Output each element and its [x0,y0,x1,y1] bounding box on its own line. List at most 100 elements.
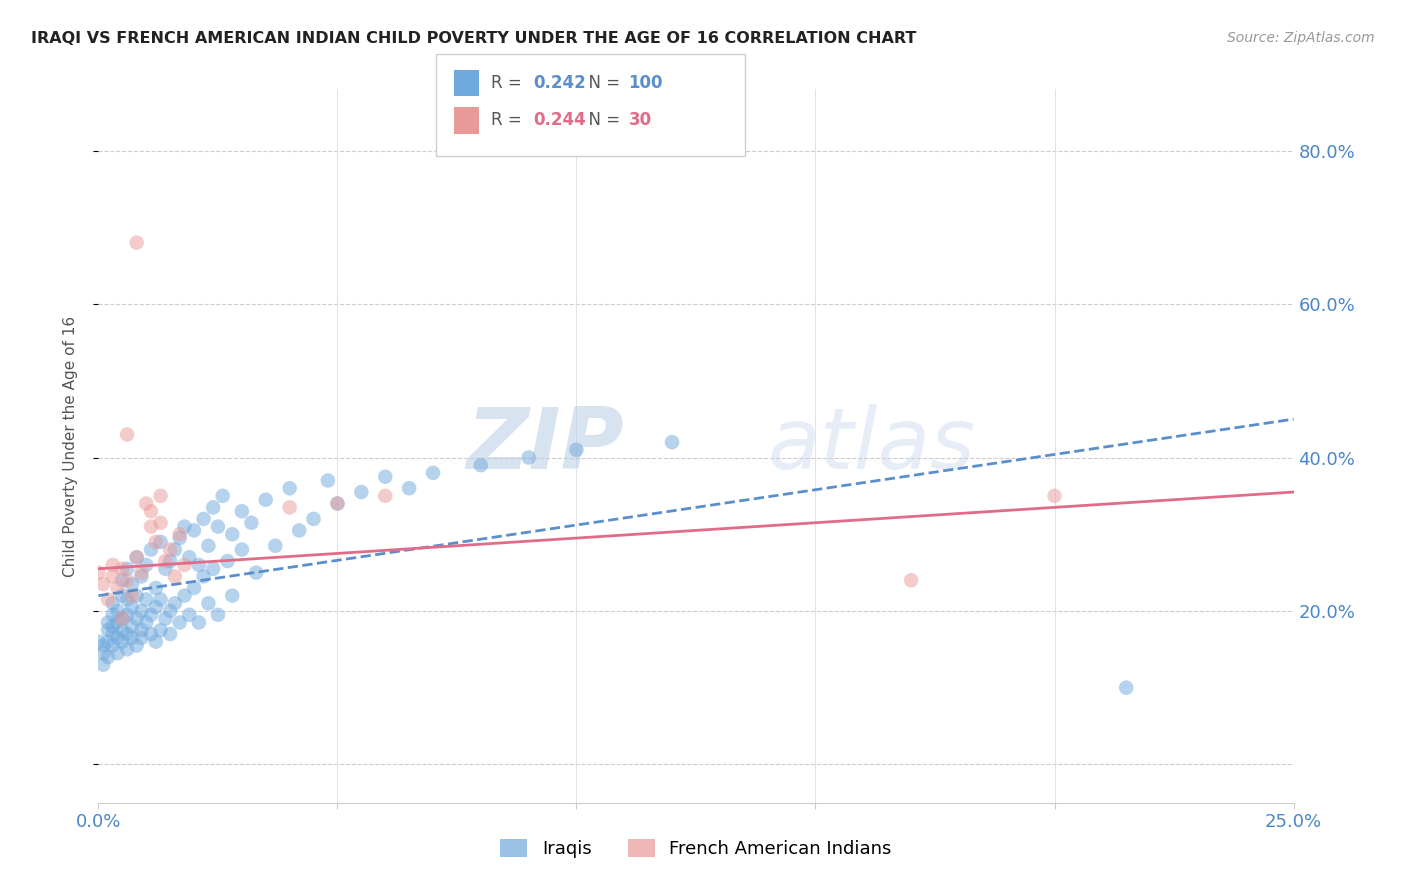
Point [97,650,120,665]
Point [169,531,191,545]
Point [111,612,134,626]
Point [131,631,153,645]
Point [115,642,138,657]
Text: atlas: atlas [768,404,976,488]
Point [231,504,253,518]
Point [197,539,219,553]
Y-axis label: Child Poverty Under the Age of 16: Child Poverty Under the Age of 16 [63,316,77,576]
Point [316,474,339,488]
Point [91,657,114,672]
Point [115,574,138,588]
Point [264,539,287,553]
Point [173,519,195,533]
Point [245,566,267,580]
Point [111,634,134,648]
Point [97,623,120,637]
Point [115,627,138,641]
Text: N =: N = [578,74,626,92]
Point [159,554,181,568]
Text: 100: 100 [628,74,664,92]
Point [97,615,120,630]
Point [135,558,157,572]
Text: 30: 30 [628,112,651,129]
Point [91,577,114,591]
Point [374,469,396,483]
Point [131,604,153,618]
Point [187,615,209,630]
Point [111,623,134,637]
Point [125,589,148,603]
Text: IRAQI VS FRENCH AMERICAN INDIAN CHILD POVERTY UNDER THE AGE OF 16 CORRELATION CH: IRAQI VS FRENCH AMERICAN INDIAN CHILD PO… [31,31,917,46]
Point [900,574,922,588]
Point [398,481,420,495]
Point [125,550,148,565]
Point [135,497,157,511]
Point [422,466,444,480]
Point [155,562,177,576]
Point [101,627,124,641]
Point [207,607,229,622]
Point [121,589,143,603]
Point [115,562,138,576]
Point [125,639,148,653]
Point [107,646,129,660]
Point [139,627,162,641]
Point [145,535,167,549]
Point [101,619,124,633]
Point [139,542,162,557]
Text: Source: ZipAtlas.com: Source: ZipAtlas.com [1227,31,1375,45]
Point [326,497,349,511]
Text: R =: R = [491,112,527,129]
Point [101,639,124,653]
Point [326,497,349,511]
Point [125,612,148,626]
Point [149,535,172,549]
Point [91,646,114,660]
Point [350,485,373,500]
Point [173,558,195,572]
Point [87,634,110,648]
Point [1115,681,1137,695]
Point [131,623,153,637]
Point [193,569,215,583]
Point [97,592,120,607]
Point [145,634,167,648]
Point [202,562,225,576]
Point [159,542,181,557]
Text: 0.242: 0.242 [533,74,586,92]
Point [470,458,492,473]
Point [111,574,134,588]
Point [169,527,191,541]
Point [288,524,311,538]
Point [121,631,143,645]
Point [155,554,177,568]
Point [163,569,186,583]
Point [207,519,229,533]
Point [107,581,129,595]
Text: ZIP: ZIP [467,404,624,488]
Point [115,607,138,622]
Point [163,542,186,557]
Point [155,612,177,626]
Text: R =: R = [491,74,527,92]
Point [661,435,683,450]
Point [107,615,129,630]
Point [97,634,120,648]
Point [221,589,243,603]
Point [121,577,143,591]
Point [87,566,110,580]
Point [169,615,191,630]
Point [1043,489,1066,503]
Point [107,631,129,645]
Legend: Iraqis, French American Indians: Iraqis, French American Indians [501,838,891,858]
Point [121,600,143,615]
Point [139,504,162,518]
Point [145,600,167,615]
Point [139,519,162,533]
Point [111,589,134,603]
Point [101,569,124,583]
Point [183,524,205,538]
Point [125,235,148,250]
Point [179,550,201,565]
Point [139,607,162,622]
